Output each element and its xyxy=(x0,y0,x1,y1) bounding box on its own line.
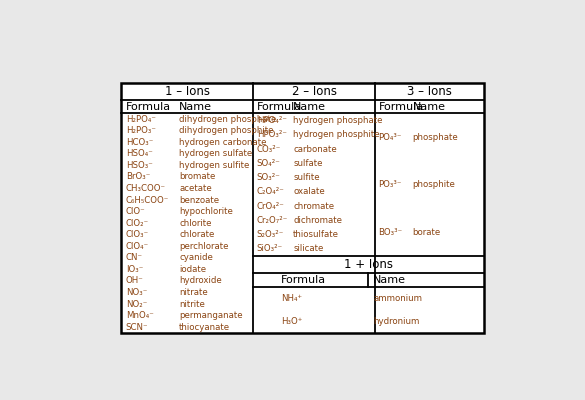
Text: SCN⁻: SCN⁻ xyxy=(126,323,149,332)
Text: CO₃²⁻: CO₃²⁻ xyxy=(257,144,281,154)
Text: bromate: bromate xyxy=(179,172,216,182)
Text: thiocyanate: thiocyanate xyxy=(179,323,230,332)
Text: sulfate: sulfate xyxy=(293,159,323,168)
Text: C₆H₅COO⁻: C₆H₅COO⁻ xyxy=(126,196,169,204)
Text: OH⁻: OH⁻ xyxy=(126,276,143,286)
Text: IO₃⁻: IO₃⁻ xyxy=(126,265,143,274)
Text: dihydrogen phosphate: dihydrogen phosphate xyxy=(179,115,277,124)
Text: dichromate: dichromate xyxy=(293,216,342,225)
Text: H₂PO₃⁻: H₂PO₃⁻ xyxy=(126,126,156,135)
Text: sulfite: sulfite xyxy=(293,173,320,182)
Text: phosphite: phosphite xyxy=(412,180,456,189)
Text: NH₄⁺: NH₄⁺ xyxy=(281,294,302,303)
Text: hydrogen sulfate: hydrogen sulfate xyxy=(179,149,253,158)
Text: 1 + Ions: 1 + Ions xyxy=(344,258,393,271)
Text: Name: Name xyxy=(412,102,446,112)
Text: hydrogen sulfite: hydrogen sulfite xyxy=(179,161,250,170)
Text: carbonate: carbonate xyxy=(293,144,337,154)
Text: cyanide: cyanide xyxy=(179,253,213,262)
Text: PO₃³⁻: PO₃³⁻ xyxy=(378,180,402,189)
Text: C₂O₄²⁻: C₂O₄²⁻ xyxy=(257,187,284,196)
Text: chlorite: chlorite xyxy=(179,219,212,228)
Text: Formula: Formula xyxy=(126,102,171,112)
Text: hydronium: hydronium xyxy=(373,317,419,326)
Text: HPO₄²⁻: HPO₄²⁻ xyxy=(257,116,287,125)
Text: permanganate: permanganate xyxy=(179,311,243,320)
Text: HSO₄⁻: HSO₄⁻ xyxy=(126,149,153,158)
Text: 3 – Ions: 3 – Ions xyxy=(407,85,452,98)
Text: NO₃⁻: NO₃⁻ xyxy=(126,288,147,297)
Text: Formula: Formula xyxy=(378,102,424,112)
Text: Formula: Formula xyxy=(257,102,302,112)
Text: hydroxide: hydroxide xyxy=(179,276,222,286)
Text: Name: Name xyxy=(179,102,212,112)
Text: benzoate: benzoate xyxy=(179,196,219,204)
Text: dihydrogen phosphite: dihydrogen phosphite xyxy=(179,126,274,135)
Text: H₂PO₄⁻: H₂PO₄⁻ xyxy=(126,115,156,124)
Text: ClO₂⁻: ClO₂⁻ xyxy=(126,219,149,228)
Text: BO₃³⁻: BO₃³⁻ xyxy=(378,228,402,237)
Text: NO₂⁻: NO₂⁻ xyxy=(126,300,147,308)
Text: Name: Name xyxy=(293,102,326,112)
Text: ClO⁻: ClO⁻ xyxy=(126,207,146,216)
Bar xyxy=(121,83,484,333)
Text: acetate: acetate xyxy=(179,184,212,193)
Text: H₃O⁺: H₃O⁺ xyxy=(281,317,302,326)
Text: hypochlorite: hypochlorite xyxy=(179,207,233,216)
Text: chlorate: chlorate xyxy=(179,230,215,239)
Text: hydrogen phosphate: hydrogen phosphate xyxy=(293,116,383,125)
Text: Name: Name xyxy=(373,275,406,285)
Text: HSO₃⁻: HSO₃⁻ xyxy=(126,161,153,170)
Text: ClO₃⁻: ClO₃⁻ xyxy=(126,230,149,239)
Text: oxalate: oxalate xyxy=(293,187,325,196)
Text: nitrite: nitrite xyxy=(179,300,205,308)
Text: nitrate: nitrate xyxy=(179,288,208,297)
Text: BrO₃⁻: BrO₃⁻ xyxy=(126,172,150,182)
Text: hydrogen phosphite: hydrogen phosphite xyxy=(293,130,380,139)
Text: ClO₄⁻: ClO₄⁻ xyxy=(126,242,149,251)
Text: iodate: iodate xyxy=(179,265,207,274)
Text: CN⁻: CN⁻ xyxy=(126,253,143,262)
Text: 1 – Ions: 1 – Ions xyxy=(164,85,209,98)
Text: SiO₃²⁻: SiO₃²⁻ xyxy=(257,244,283,253)
Text: thiosulfate: thiosulfate xyxy=(293,230,339,239)
Text: silicate: silicate xyxy=(293,244,324,253)
Text: MnO₄⁻: MnO₄⁻ xyxy=(126,311,154,320)
Text: Formula: Formula xyxy=(281,275,326,285)
Text: phosphate: phosphate xyxy=(412,133,458,142)
Text: 2 – Ions: 2 – Ions xyxy=(292,85,336,98)
Text: PO₄³⁻: PO₄³⁻ xyxy=(378,133,402,142)
Text: HCO₃⁻: HCO₃⁻ xyxy=(126,138,153,147)
Text: chromate: chromate xyxy=(293,202,335,210)
Text: SO₄²⁻: SO₄²⁻ xyxy=(257,159,281,168)
Text: perchlorate: perchlorate xyxy=(179,242,229,251)
Text: HPO₃²⁻: HPO₃²⁻ xyxy=(257,130,287,139)
Text: S₂O₃²⁻: S₂O₃²⁻ xyxy=(257,230,284,239)
Text: ammonium: ammonium xyxy=(373,294,422,303)
Text: CH₃COO⁻: CH₃COO⁻ xyxy=(126,184,166,193)
Text: SO₃²⁻: SO₃²⁻ xyxy=(257,173,281,182)
Text: Cr₂O₇²⁻: Cr₂O₇²⁻ xyxy=(257,216,288,225)
Text: borate: borate xyxy=(412,228,441,237)
Text: CrO₄²⁻: CrO₄²⁻ xyxy=(257,202,284,210)
Text: hydrogen carbonate: hydrogen carbonate xyxy=(179,138,267,147)
